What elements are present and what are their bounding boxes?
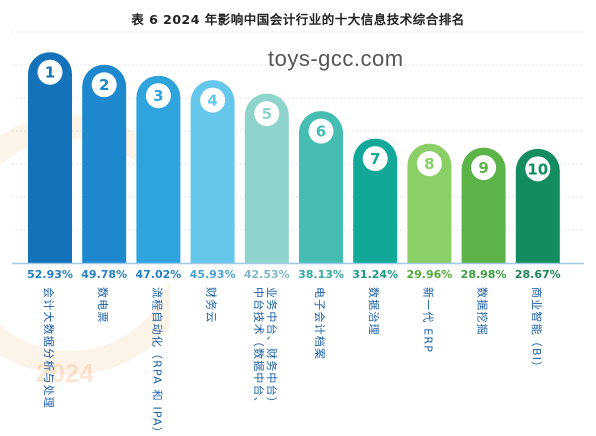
rank-number: 7 bbox=[370, 150, 380, 168]
rank-number: 1 bbox=[45, 64, 55, 82]
bar bbox=[515, 148, 560, 263]
value-labels: 52.93% 49.78% 47.02% 45.93% 42.53% 38.13% 31.2… bbox=[27, 268, 561, 281]
bar bbox=[82, 64, 127, 263]
bar bbox=[136, 75, 181, 264]
value-label: 38.13% bbox=[298, 268, 344, 281]
rank-circle bbox=[471, 155, 497, 181]
chart-title: 表 6 2024 年影响中国会计行业的十大信息技术综合排名 bbox=[131, 12, 465, 27]
category-label: 会计大数据分析与处理 bbox=[42, 287, 56, 409]
rank-number: 5 bbox=[262, 105, 272, 123]
rank-circle bbox=[416, 151, 442, 177]
value-label: 42.53% bbox=[244, 268, 290, 281]
value-label: 47.02% bbox=[135, 268, 181, 281]
rank-circle bbox=[525, 156, 551, 182]
value-label: 49.78% bbox=[81, 268, 127, 281]
value-label: 28.98% bbox=[461, 268, 507, 281]
category-label: 电子会计档案 bbox=[313, 287, 327, 360]
bar bbox=[461, 147, 506, 263]
category-label: 中台技术（数据中台、 bbox=[252, 287, 266, 409]
rank-number: 8 bbox=[424, 155, 434, 173]
rank-number: 6 bbox=[316, 123, 326, 141]
category-label: 财务云 bbox=[205, 287, 219, 324]
rank-number: 2 bbox=[99, 76, 109, 94]
category-label: 数据挖掘 bbox=[476, 287, 490, 336]
category-label: 业务中台、财务中台） bbox=[265, 287, 279, 409]
rank-circle bbox=[200, 87, 226, 113]
category-label: 数据治理 bbox=[367, 287, 381, 336]
rank-circle bbox=[308, 118, 334, 144]
category-label: 商业智能（BI） bbox=[530, 287, 544, 373]
bar bbox=[190, 80, 235, 263]
category-labels: 会计大数据分析与处理 数电票 流程自动化（RPA 和 IPA） 财务云 中台技术（数据中… bbox=[42, 287, 544, 436]
rank-number: 9 bbox=[478, 159, 488, 177]
bar bbox=[299, 111, 343, 263]
bar bbox=[28, 52, 72, 263]
rank-circle bbox=[91, 72, 117, 98]
site-watermark: toys-gcc.com bbox=[268, 46, 404, 71]
bars: 1 2 3 4 5 6 7 8 9 10 bbox=[28, 52, 560, 264]
value-label: 29.96% bbox=[406, 268, 452, 281]
bar bbox=[244, 93, 289, 263]
rank-circle bbox=[37, 59, 63, 85]
rank-circle bbox=[362, 146, 388, 172]
rank-circle bbox=[254, 101, 280, 127]
category-label: 流程自动化（RPA 和 IPA） bbox=[150, 287, 164, 436]
value-label: 31.24% bbox=[352, 268, 398, 281]
value-label: 28.67% bbox=[515, 268, 561, 281]
category-label: 新一代 ERP bbox=[421, 287, 435, 353]
logo-year: 2024 bbox=[36, 358, 94, 388]
rank-number: 3 bbox=[153, 87, 163, 105]
rank-number: 10 bbox=[527, 160, 548, 178]
bar bbox=[407, 143, 452, 263]
value-label: 52.93% bbox=[27, 268, 73, 281]
rank-number: 4 bbox=[207, 92, 217, 110]
bar bbox=[353, 138, 398, 263]
rank-circle bbox=[145, 83, 171, 109]
category-label: 数电票 bbox=[96, 287, 109, 324]
value-label: 45.93% bbox=[190, 268, 236, 281]
